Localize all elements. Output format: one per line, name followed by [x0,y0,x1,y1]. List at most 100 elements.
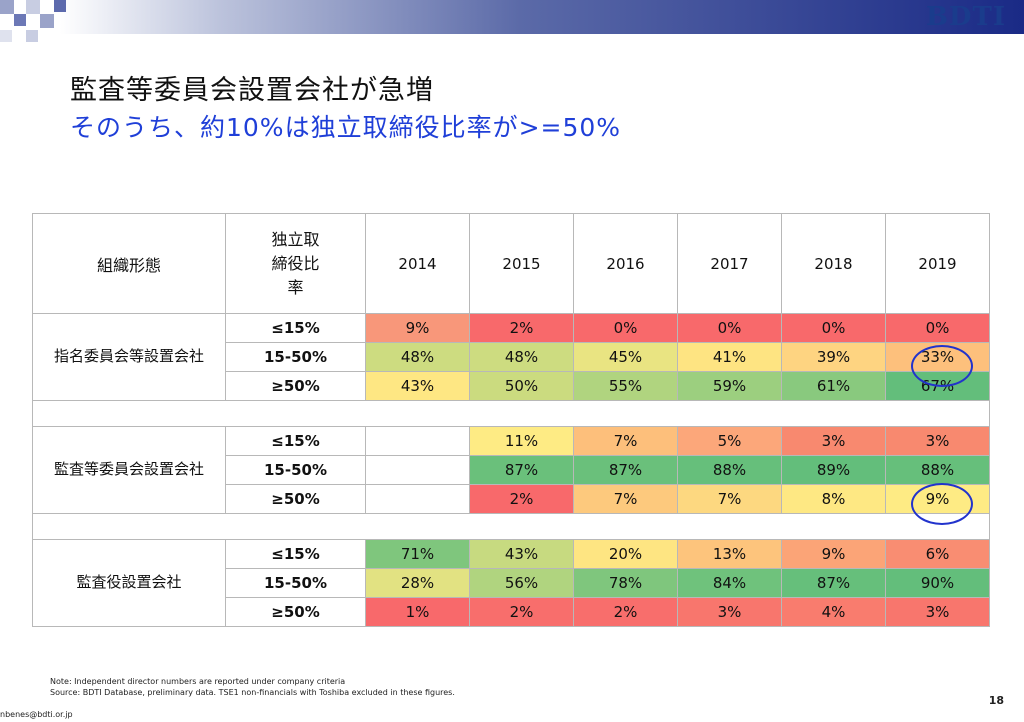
value-cell: 28% [365,568,470,598]
ratio-label: ≥50% [225,484,366,514]
spacer-row [32,513,990,540]
value-cell: 4% [781,597,886,627]
value-cell: 84% [677,568,782,598]
ratio-label: ≥50% [225,371,366,401]
value-cell: 13% [677,539,782,569]
value-cell: 43% [365,371,470,401]
value-cell: 48% [469,342,574,372]
value-cell: 0% [781,313,886,343]
value-cell: 78% [573,568,678,598]
value-cell: 89% [781,455,886,485]
table-row: 15-50% 28% 56% 78% 84% 87% 90% [33,568,990,598]
value-cell: 87% [469,455,574,485]
value-cell: 5% [677,426,782,456]
spacer-cell [32,513,990,540]
value-cell: 3% [781,426,886,456]
value-cell: 3% [885,597,990,627]
value-cell: 1% [365,597,470,627]
footer-email: nbenes@bdti.or.jp [0,710,73,719]
value-cell: 2% [469,597,574,627]
value-cell: 87% [781,568,886,598]
value-cell: 2% [469,484,574,514]
value-cell: 6% [885,539,990,569]
value-cell: 9% [781,539,886,569]
value-cell: 11% [469,426,574,456]
value-cell: 2% [573,597,678,627]
value-cell: 88% [885,455,990,485]
year-header: 2016 [573,213,678,314]
value-cell: 41% [677,342,782,372]
decor-square [26,0,40,14]
table-row: ≥50% 1% 2% 2% 3% 4% 3% [33,597,990,627]
ratio-label: 15-50% [225,455,366,485]
header-row: 組織形態 独立取締役比率 2014 2015 2016 2017 2018 20… [32,213,990,314]
page-number: 18 [988,694,1004,707]
slide-title: 監査等委員会設置会社が急増 [70,75,434,106]
value-cell: 48% [365,342,470,372]
table-row: 15-50% 87% 87% 88% 89% 88% [33,455,990,485]
spacer-row [32,400,990,427]
value-cell: 61% [781,371,886,401]
value-cell: 7% [677,484,782,514]
ratio-table: 組織形態 独立取締役比率 2014 2015 2016 2017 2018 20… [32,213,990,627]
decor-square [40,14,54,28]
value-cell: 56% [469,568,574,598]
value-cell: 8% [781,484,886,514]
value-cell: 7% [573,426,678,456]
decor-square [0,0,14,14]
decor-square [26,30,38,42]
value-cell: 39% [781,342,886,372]
value-cell [365,455,470,485]
value-cell: 2% [469,313,574,343]
value-cell: 9% [365,313,470,343]
value-cell: 43% [469,539,574,569]
group-label: 指名委員会等設置会社 [32,313,226,401]
ratio-label: ≤15% [225,426,366,456]
value-cell: 0% [677,313,782,343]
header-ratio: 独立取締役比率 [225,213,366,314]
value-cell: 87% [573,455,678,485]
ratio-label: 15-50% [225,342,366,372]
value-cell: 7% [573,484,678,514]
header-group: 組織形態 [32,213,226,314]
ratio-label: ≤15% [225,539,366,569]
group-label: 監査等委員会設置会社 [32,426,226,514]
table-row: 指名委員会等設置会社 ≤15% 9% 2% 0% 0% 0% 0% [32,313,990,401]
highlight-circle [911,483,973,525]
value-cell: 90% [885,568,990,598]
value-cell: 59% [677,371,782,401]
highlight-circle [911,345,973,387]
value-cell: 45% [573,342,678,372]
bdti-logo: BDTI [925,2,1006,32]
table-row: 監査等委員会設置会社 ≤15% 11% 7% 5% 3% 3% [32,426,990,514]
decor-square [14,14,26,26]
value-cell: 88% [677,455,782,485]
year-header: 2015 [469,213,574,314]
table-body: 指名委員会等設置会社 ≤15% 9% 2% 0% 0% 0% 0% 15-50% 48% 48% 45… [32,313,990,627]
value-cell: 3% [885,426,990,456]
year-header: 2014 [365,213,470,314]
spacer-cell [32,400,990,427]
ratio-label: ≤15% [225,313,366,343]
decor-square [0,30,12,42]
value-cell [365,426,470,456]
ratio-label: 15-50% [225,568,366,598]
value-cell: 3% [677,597,782,627]
value-cell: 0% [885,313,990,343]
slide-subtitle: そのうち、約10%は独立取締役比率が>=50% [70,113,622,142]
value-cell [365,484,470,514]
value-cell: 71% [365,539,470,569]
value-cell: 20% [573,539,678,569]
group-label: 監査役設置会社 [32,539,226,627]
value-cell: 50% [469,371,574,401]
year-header: 2018 [781,213,886,314]
ratio-label: ≥50% [225,597,366,627]
year-header: 2019 [885,213,990,314]
decor-square [54,0,66,12]
value-cell: 0% [573,313,678,343]
header-band [0,0,1024,34]
year-header: 2017 [677,213,782,314]
source-text: Source: BDTI Database, preliminary data.… [50,688,455,697]
note-text: Note: Independent director numbers are r… [50,677,346,686]
value-cell: 55% [573,371,678,401]
